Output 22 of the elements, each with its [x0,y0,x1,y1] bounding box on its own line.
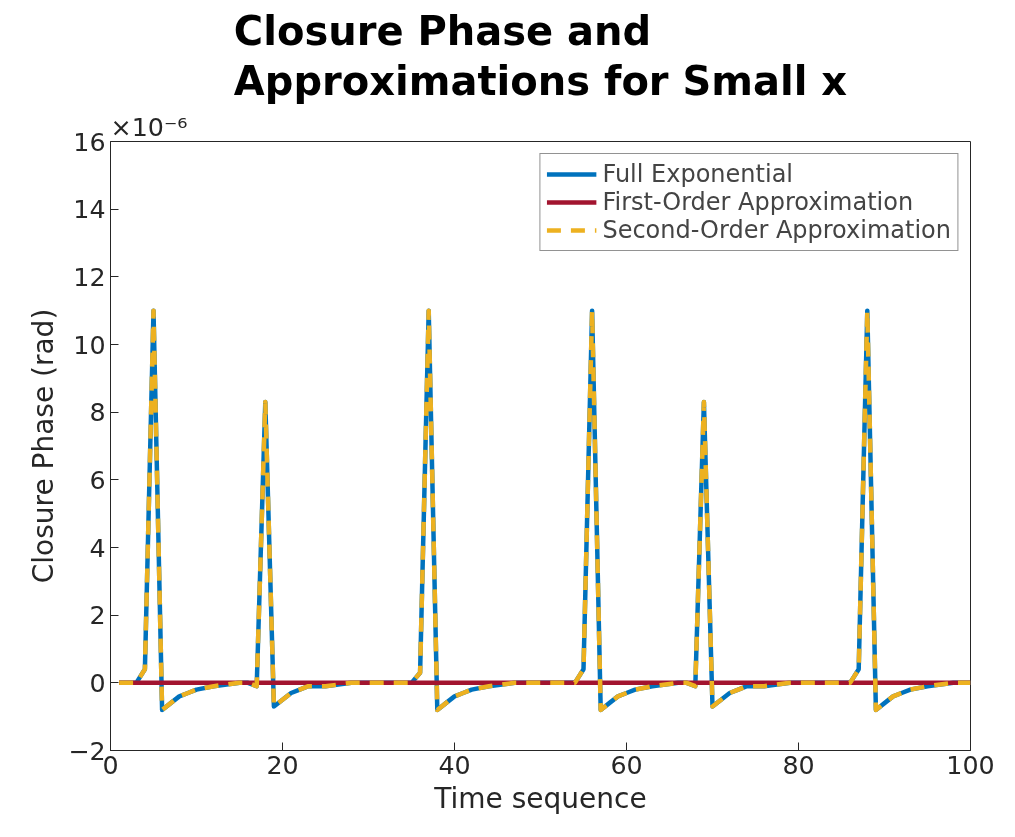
legend-label: Second-Order Approximation [602,216,951,244]
y-tick-label: 14 [73,194,106,225]
chart-title: Closure Phase and Approximations for Small x [233,7,848,105]
x-tick-label: 20 [266,749,299,780]
text: ×10⁻⁶ [110,111,188,142]
x-tick-label: 80 [782,749,815,780]
y-tick-label: 0 [89,667,106,698]
line-series [116,308,971,713]
x-tick-label: 60 [610,749,643,780]
y-tick-label: 12 [73,261,106,292]
y-axis-title: Closure Phase (rad) [27,308,61,584]
legend-label: Full Exponential [602,160,793,188]
y-tick-label: 10 [73,329,106,360]
y-tick-label: 16 [73,126,106,157]
y-tick-label: 2 [89,600,106,631]
y-tick-label: 4 [89,532,106,563]
y-tick-label: 6 [89,464,106,495]
x-axis-title: Time sequence [433,781,647,815]
y-tick-label: 8 [89,397,106,428]
legend-label: First-Order Approximation [602,188,914,216]
x-tick-label: 40 [438,749,471,780]
x-tick-label: 100 [946,749,995,780]
